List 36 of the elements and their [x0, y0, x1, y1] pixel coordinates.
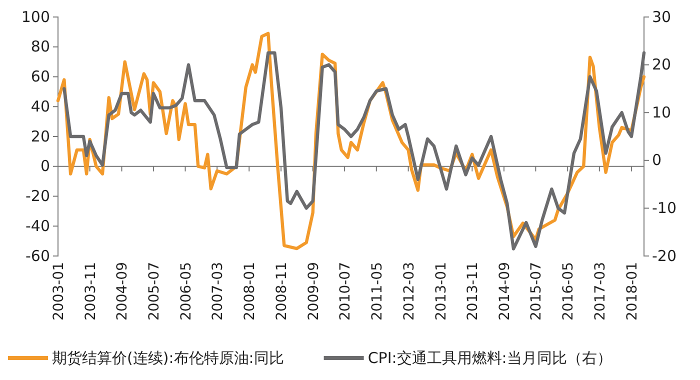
x-tick-label: 2005-07 — [146, 262, 162, 320]
x-tick-label: 2010-07 — [338, 262, 354, 320]
y-tick-label: -20 — [26, 187, 50, 206]
y-tick-label: 0 — [40, 157, 50, 176]
y2-tick-label: -20 — [652, 246, 676, 265]
y-tick-label: 60 — [30, 68, 50, 86]
legend-label: CPI:交通工具用燃料:当月同比（右） — [368, 349, 612, 367]
y2-tick-label: 20 — [652, 56, 672, 74]
y-tick-label: 100 — [21, 8, 50, 26]
y2-tick-label: -10 — [652, 199, 676, 217]
y-tick-label: -60 — [26, 246, 50, 265]
x-tick-label: 2003-01 — [51, 262, 67, 320]
x-tick-label: 2004-09 — [114, 262, 131, 320]
x-tick-label: 2013-01 — [433, 262, 450, 320]
x-tick-label: 2012-03 — [401, 262, 418, 320]
y2-tick-label: 0 — [652, 151, 662, 170]
y-tick-label: 20 — [30, 127, 50, 146]
x-tick-label: 2018-01 — [624, 262, 640, 320]
x-tick-label: 2011-05 — [369, 262, 386, 320]
x-tick-label: 2016-05 — [560, 262, 577, 320]
x-tick-label: 2006-05 — [178, 262, 194, 320]
y2-tick-label: 30 — [652, 8, 672, 26]
x-tick-label: 2013-11 — [465, 262, 482, 320]
x-tick-label: 2003-11 — [82, 262, 99, 320]
y-tick-label: 80 — [30, 38, 50, 56]
y-tick-label: 40 — [30, 97, 50, 116]
x-tick-label: 2015-07 — [528, 262, 545, 320]
x-tick-label: 2007-03 — [210, 262, 226, 320]
x-tick-label: 2008-01 — [242, 262, 258, 320]
x-tick-label: 2008-11 — [274, 262, 290, 320]
x-tick-label: 2017-03 — [592, 262, 608, 320]
y2-tick-label: 10 — [652, 103, 672, 122]
legend-label: 期货结算价(连续):布伦特原油:同比 — [52, 349, 284, 367]
y-tick-label: -40 — [26, 216, 50, 235]
x-tick-label: 2009-09 — [306, 262, 322, 320]
x-tick-label: 2014-09 — [496, 262, 513, 320]
